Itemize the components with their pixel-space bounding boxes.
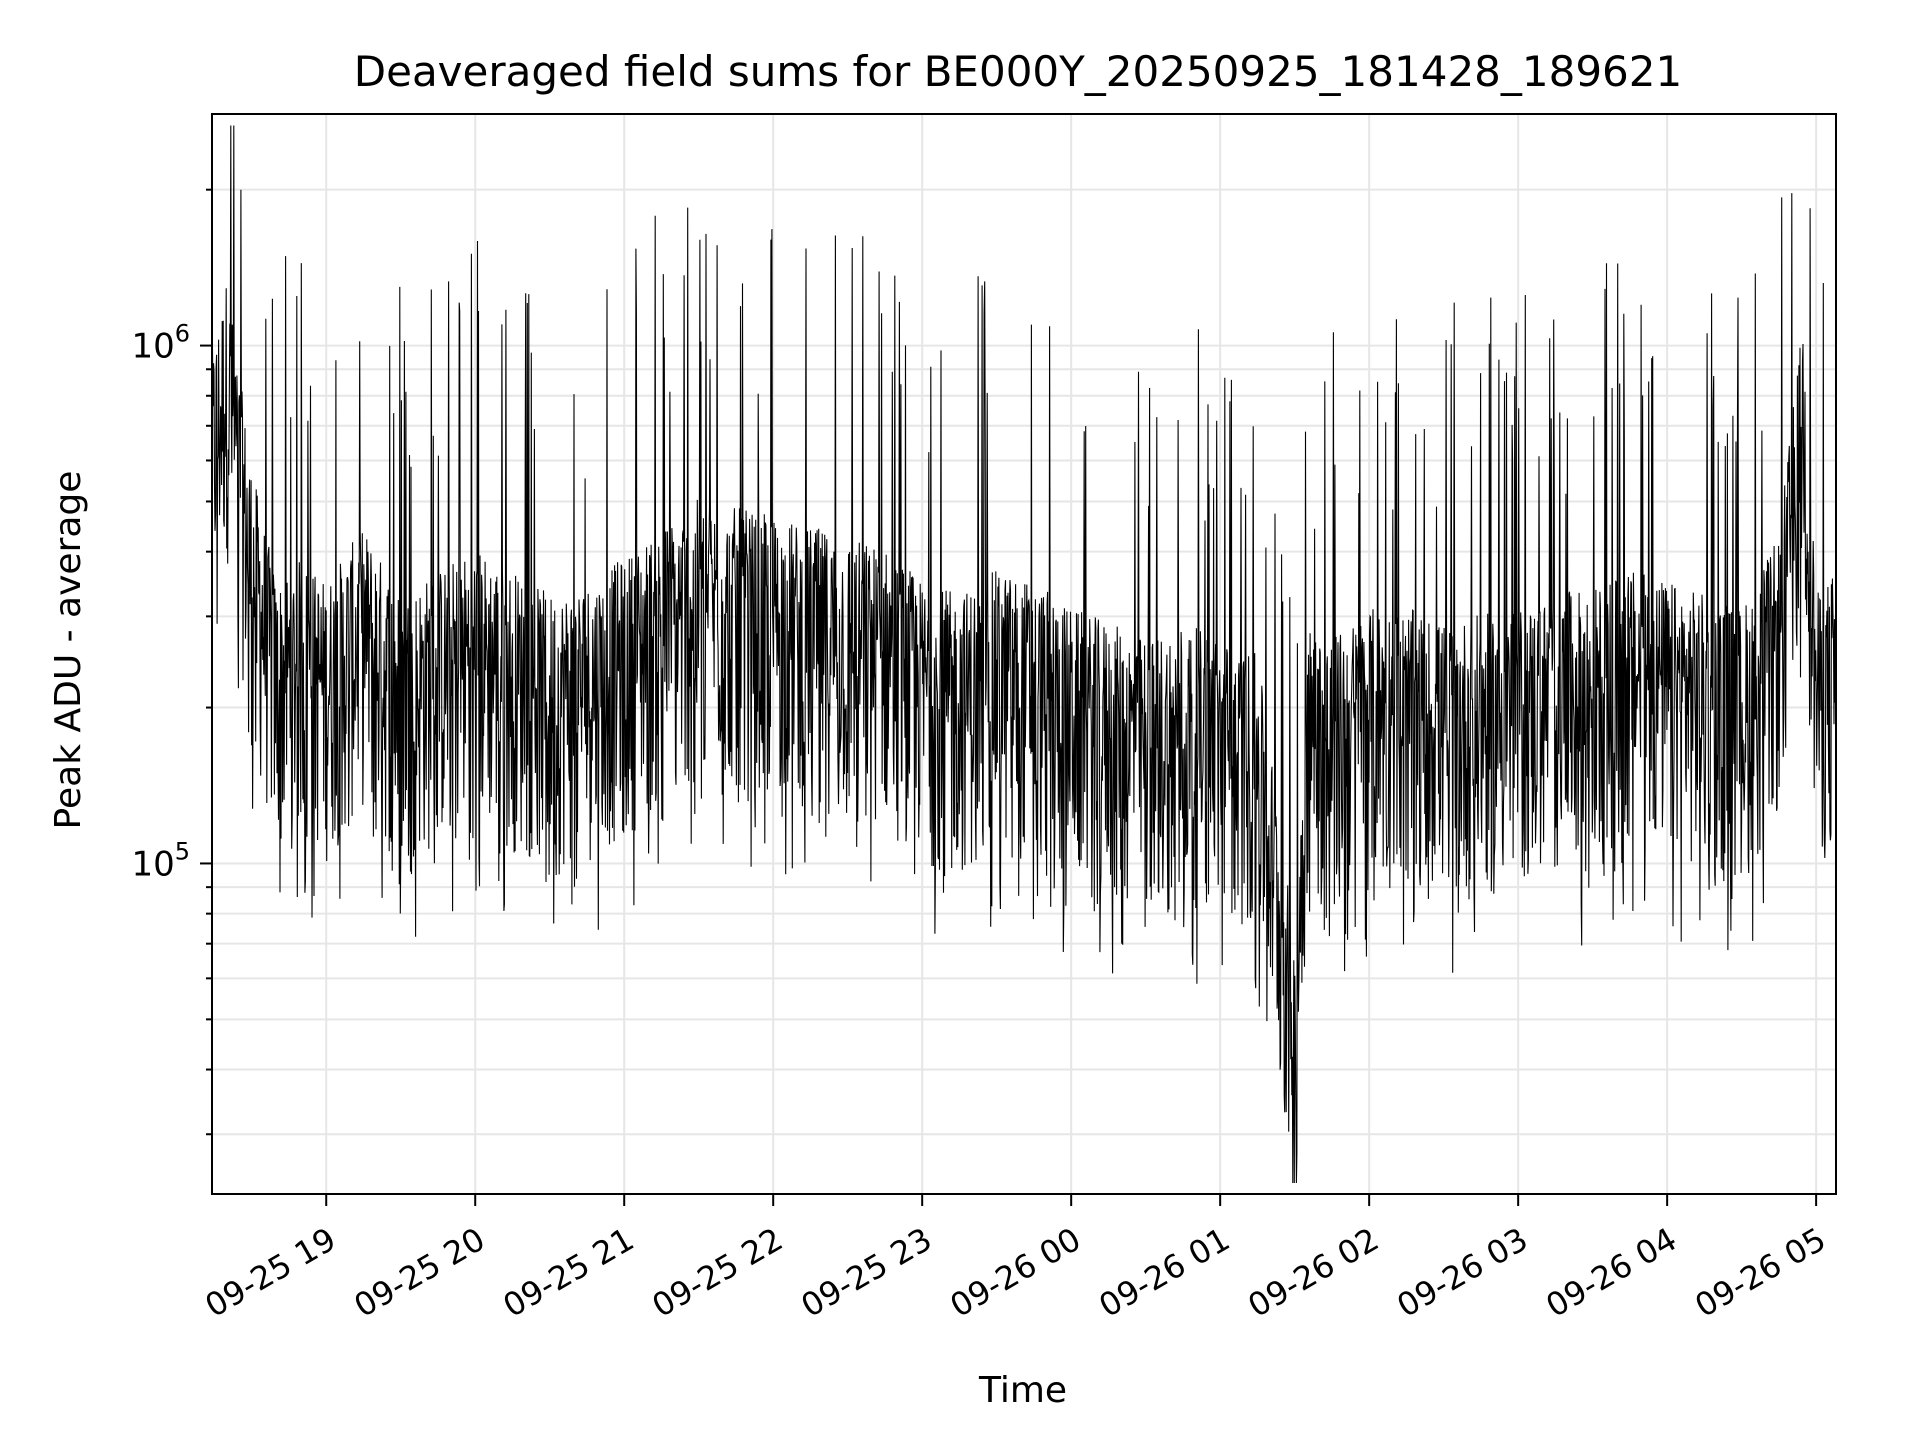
series-line [211,125,1837,1184]
x-tick-label: 09-26 01 [1093,1220,1237,1325]
series-line-group [211,125,1837,1184]
x-tick-label: 09-26 00 [944,1220,1088,1325]
x-tick-label: 09-25 19 [199,1220,343,1325]
x-axis-label: Time [978,1370,1067,1411]
x-tick-label: 09-25 20 [348,1220,492,1325]
y-axis-ticks: 105 106 [131,188,212,1136]
y-tick-label: 105 [131,837,190,884]
chart-title: Deaveraged field sums for BE000Y_2025092… [354,47,1682,96]
x-tick-label: 09-26 04 [1540,1220,1684,1325]
grid [212,114,1836,1194]
x-axis-ticks: 09-25 19 09-25 20 09-25 21 09-25 22 09-25 23… [199,1194,1833,1325]
x-tick-label: 09-26 02 [1242,1220,1386,1325]
x-tick-label: 09-26 03 [1391,1220,1535,1325]
y-axis-label: Peak ADU - average [48,471,89,830]
x-tick-label: 09-25 22 [646,1220,790,1325]
x-tick-label: 09-25 23 [795,1220,939,1325]
x-tick-label: 09-25 21 [497,1220,641,1325]
x-tick-label: 09-26 05 [1689,1220,1833,1325]
plot-area-frame [211,113,1837,1195]
y-tick-label: 106 [131,320,190,367]
